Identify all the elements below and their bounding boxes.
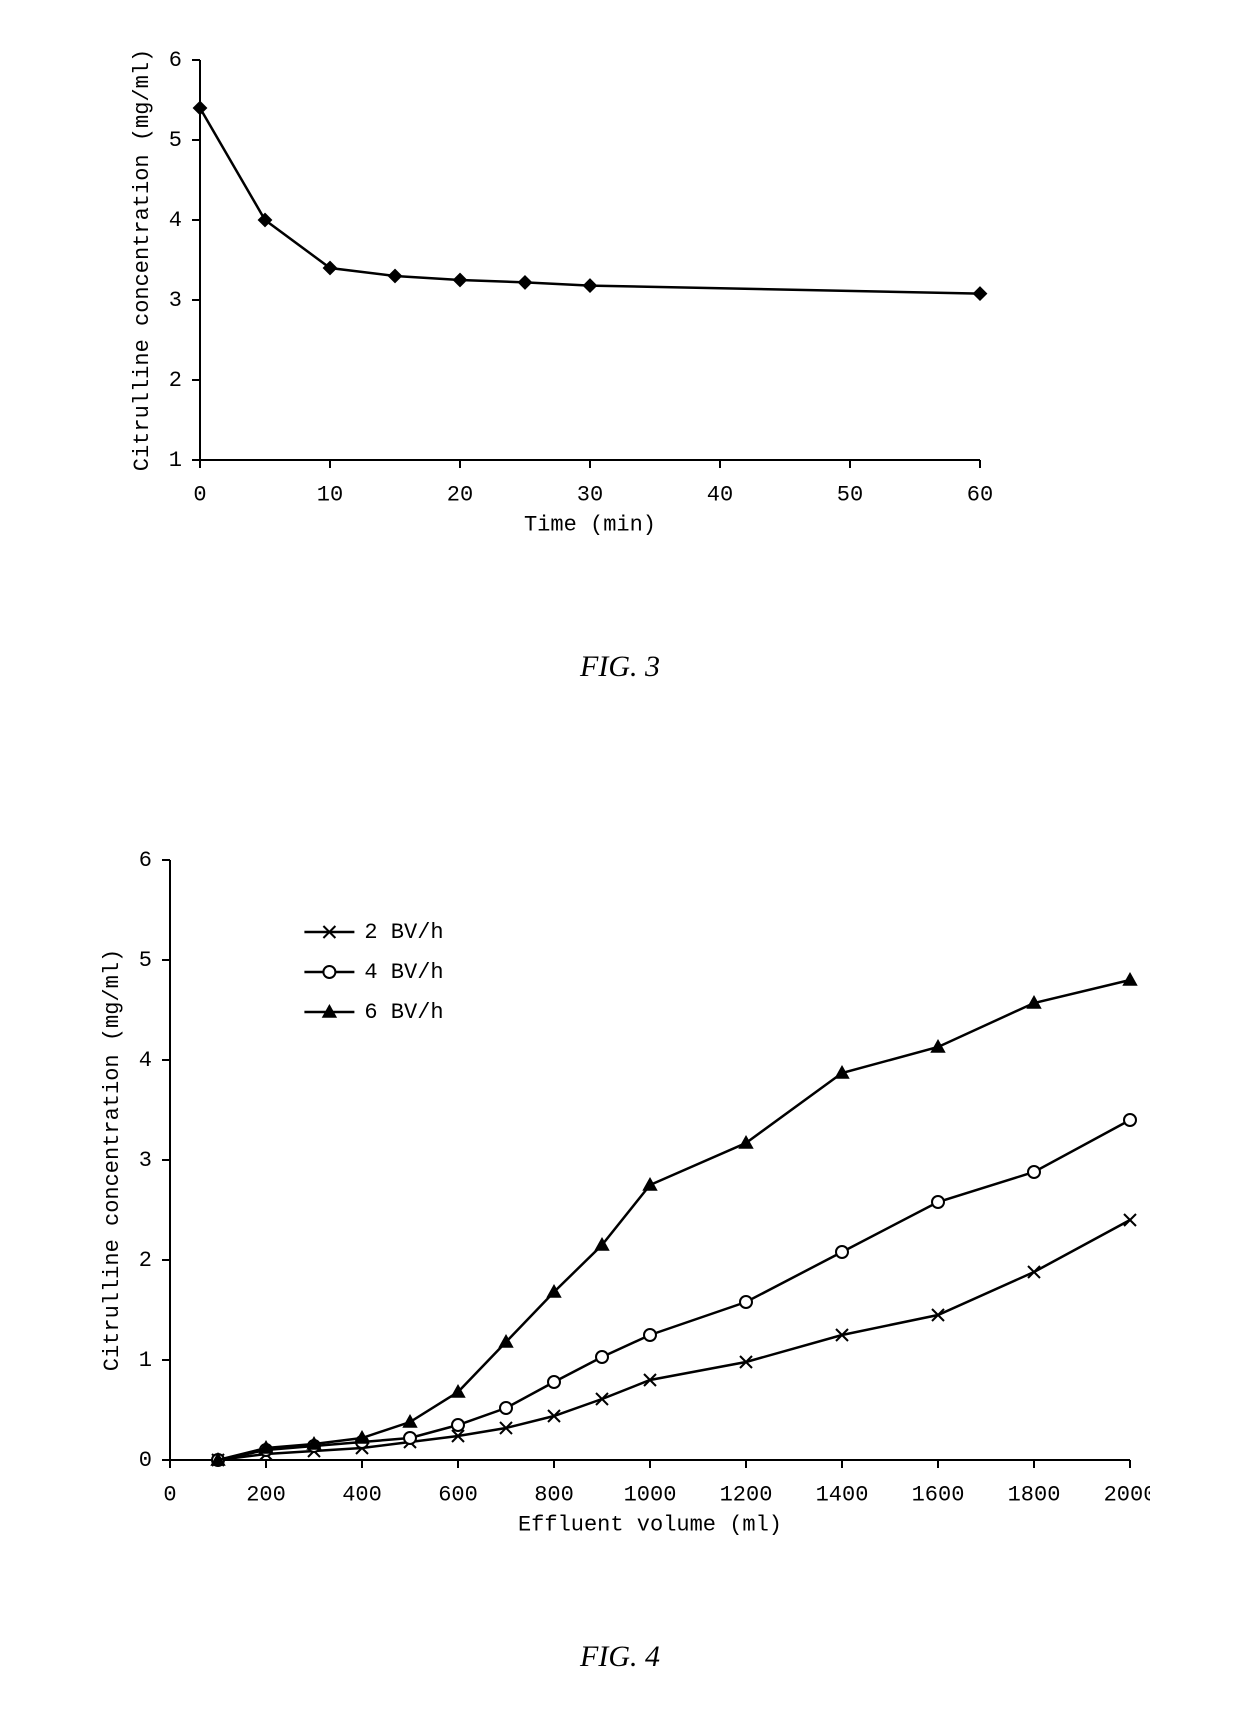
svg-text:1600: 1600 (912, 1482, 965, 1507)
svg-text:3: 3 (139, 1148, 152, 1173)
svg-text:6: 6 (139, 848, 152, 873)
svg-text:Citrulline concentration (mg/m: Citrulline concentration (mg/ml) (100, 949, 125, 1371)
svg-text:10: 10 (317, 482, 343, 507)
svg-text:800: 800 (534, 1482, 574, 1507)
fig3-chart: 0 10 20 30 40 50 60 1 2 3 4 5 6 Time (min) Citrulline … (100, 40, 1000, 540)
fig3-caption: FIG. 3 (0, 650, 1240, 684)
svg-text:2: 2 (169, 368, 182, 393)
svg-text:4: 4 (139, 1048, 152, 1073)
svg-text:4: 4 (169, 208, 182, 233)
svg-text:1: 1 (139, 1348, 152, 1373)
svg-text:600: 600 (438, 1482, 478, 1507)
svg-text:Time (min): Time (min) (524, 512, 656, 537)
svg-text:5: 5 (139, 948, 152, 973)
svg-text:0: 0 (163, 1482, 176, 1507)
page: 0102030405060123456Time (min)Citrulline … (0, 0, 1240, 1714)
svg-text:2: 2 (139, 1248, 152, 1273)
svg-text:40: 40 (707, 482, 733, 507)
svg-text:Effluent volume (ml): Effluent volume (ml) (518, 1512, 782, 1537)
fig4-caption: FIG. 4 (0, 1640, 1240, 1674)
svg-text:5: 5 (169, 128, 182, 153)
svg-text:50: 50 (837, 482, 863, 507)
svg-text:2000: 2000 (1104, 1482, 1150, 1507)
svg-text:4 BV/h: 4 BV/h (364, 960, 443, 985)
svg-text:0: 0 (139, 1448, 152, 1473)
svg-text:200: 200 (246, 1482, 286, 1507)
svg-text:1000: 1000 (624, 1482, 677, 1507)
svg-text:20: 20 (447, 482, 473, 507)
svg-text:0: 0 (193, 482, 206, 507)
svg-text:400: 400 (342, 1482, 382, 1507)
svg-text:2 BV/h: 2 BV/h (364, 920, 443, 945)
svg-text:6 BV/h: 6 BV/h (364, 1000, 443, 1025)
svg-text:3: 3 (169, 288, 182, 313)
svg-text:1: 1 (169, 448, 182, 473)
svg-text:60: 60 (967, 482, 993, 507)
fig4-chart: 0 200 400 600 800 1000 1200 1400 1600 1800 2000 0 1 2… (70, 840, 1150, 1540)
svg-text:Citrulline concentration (mg/m: Citrulline concentration (mg/ml) (130, 49, 155, 471)
svg-text:1800: 1800 (1008, 1482, 1061, 1507)
svg-text:6: 6 (169, 48, 182, 73)
svg-text:1200: 1200 (720, 1482, 773, 1507)
svg-text:30: 30 (577, 482, 603, 507)
svg-text:1400: 1400 (816, 1482, 869, 1507)
